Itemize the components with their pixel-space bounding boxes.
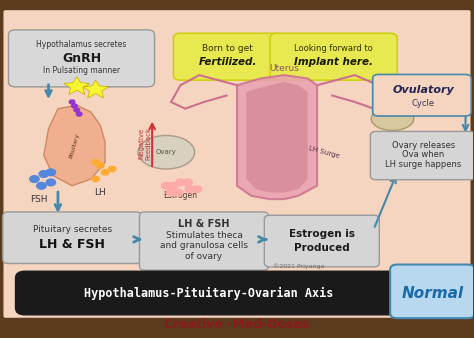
- Text: Creative -Med-Doses: Creative -Med-Doses: [164, 318, 310, 331]
- Text: ©2021 Priyanga: ©2021 Priyanga: [273, 263, 324, 269]
- Circle shape: [92, 160, 100, 165]
- Circle shape: [74, 108, 80, 112]
- Text: Hypothalamus-Pituitary-Ovarian Axis: Hypothalamus-Pituitary-Ovarian Axis: [84, 287, 333, 299]
- FancyBboxPatch shape: [264, 215, 379, 267]
- FancyBboxPatch shape: [1, 8, 473, 320]
- Text: Ovary: Ovary: [156, 149, 177, 155]
- Circle shape: [101, 170, 109, 175]
- FancyBboxPatch shape: [16, 271, 402, 315]
- Polygon shape: [44, 105, 105, 186]
- Text: LH & FSH: LH & FSH: [39, 238, 105, 251]
- Text: Pituitary: Pituitary: [69, 132, 80, 159]
- Ellipse shape: [138, 136, 195, 169]
- Text: Looking forward to: Looking forward to: [294, 44, 373, 53]
- Circle shape: [76, 112, 82, 116]
- Text: LH surge happens: LH surge happens: [385, 160, 461, 169]
- Circle shape: [176, 179, 185, 186]
- Circle shape: [183, 179, 192, 186]
- Text: Implant here.: Implant here.: [294, 57, 373, 67]
- FancyBboxPatch shape: [373, 74, 471, 116]
- Circle shape: [46, 169, 55, 176]
- Text: In Pulsating manner: In Pulsating manner: [43, 66, 120, 75]
- Text: Born to get: Born to get: [202, 44, 253, 53]
- Ellipse shape: [371, 107, 414, 130]
- Circle shape: [46, 179, 55, 186]
- Circle shape: [173, 189, 183, 196]
- Circle shape: [69, 100, 75, 104]
- Text: Ova when: Ova when: [402, 150, 444, 160]
- Text: Normal: Normal: [401, 286, 464, 300]
- Text: LH: LH: [94, 188, 106, 197]
- FancyBboxPatch shape: [139, 212, 269, 270]
- FancyBboxPatch shape: [270, 33, 397, 80]
- Text: LH & FSH: LH & FSH: [178, 219, 230, 229]
- Circle shape: [36, 183, 46, 189]
- Circle shape: [169, 183, 178, 189]
- Text: Produced: Produced: [294, 243, 350, 253]
- Circle shape: [92, 176, 100, 182]
- Text: Ova: Ova: [393, 91, 410, 100]
- Circle shape: [97, 163, 104, 168]
- Text: of ovary: of ovary: [185, 252, 223, 261]
- Text: Negative
Feedback: Negative Feedback: [138, 127, 152, 161]
- Text: Estrogen: Estrogen: [164, 191, 198, 200]
- Text: Estrogen is: Estrogen is: [289, 230, 355, 239]
- FancyBboxPatch shape: [3, 212, 141, 264]
- Circle shape: [72, 104, 77, 108]
- Circle shape: [166, 189, 176, 196]
- Circle shape: [185, 186, 195, 192]
- FancyBboxPatch shape: [370, 131, 474, 180]
- Circle shape: [192, 186, 201, 192]
- Text: Hypothalamus secretes: Hypothalamus secretes: [36, 41, 127, 49]
- Polygon shape: [83, 80, 109, 98]
- Text: Uterus: Uterus: [269, 64, 299, 73]
- Text: Ovulatory: Ovulatory: [392, 85, 454, 95]
- Text: and granulosa cells: and granulosa cells: [160, 241, 248, 250]
- FancyBboxPatch shape: [9, 30, 155, 87]
- Polygon shape: [64, 77, 90, 95]
- Text: GnRH: GnRH: [62, 52, 101, 65]
- FancyBboxPatch shape: [173, 33, 282, 80]
- Text: Cycle: Cycle: [411, 99, 435, 108]
- Polygon shape: [246, 82, 308, 192]
- Polygon shape: [237, 75, 317, 199]
- Text: Stimulates theca: Stimulates theca: [165, 231, 243, 240]
- Text: Pituitary secretes: Pituitary secretes: [33, 225, 112, 234]
- Text: Ovary releases: Ovary releases: [392, 141, 455, 150]
- FancyBboxPatch shape: [390, 265, 474, 318]
- Text: LH Surge: LH Surge: [308, 145, 340, 159]
- Circle shape: [39, 171, 48, 177]
- Text: Fertilized.: Fertilized.: [199, 57, 257, 67]
- Text: FSH: FSH: [30, 195, 48, 204]
- Circle shape: [109, 166, 116, 172]
- Circle shape: [30, 176, 39, 183]
- Circle shape: [162, 183, 171, 189]
